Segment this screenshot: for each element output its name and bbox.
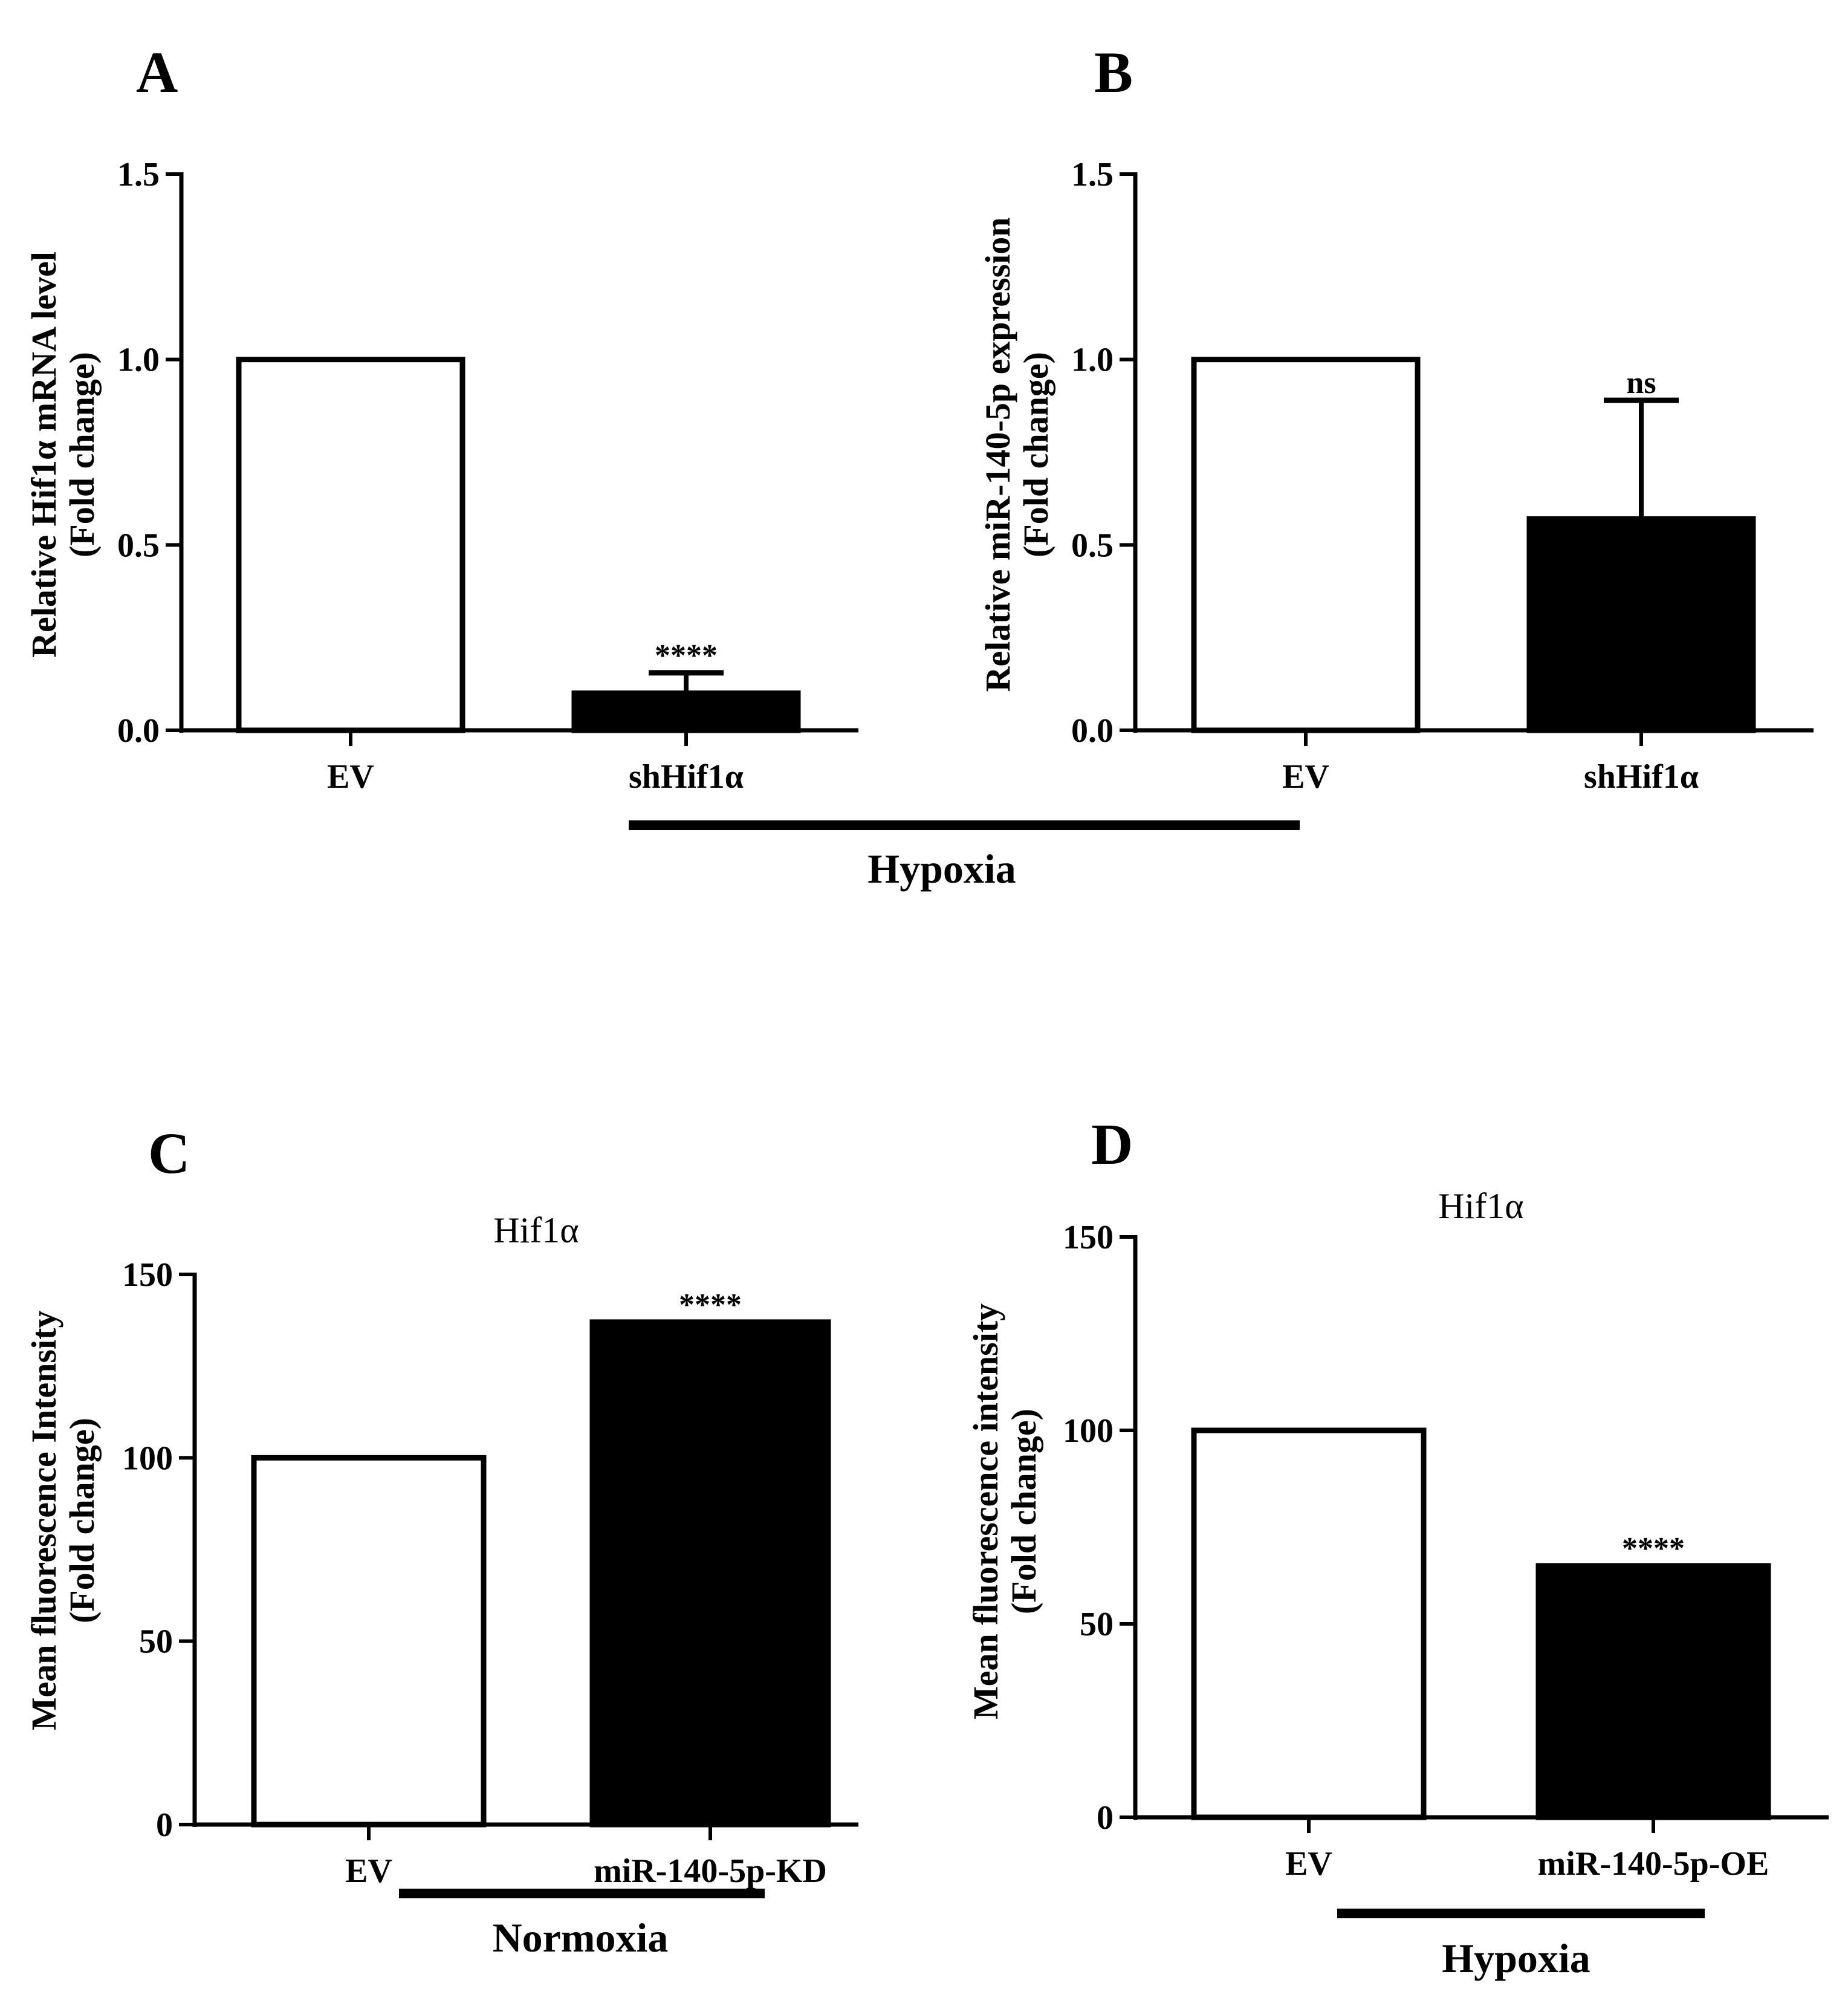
panel-a-plot: **** 0.0 0.5 1.0 1.5 EV shHif1α — [117, 156, 858, 796]
panel-a-bar-2 — [571, 690, 801, 733]
panel-a-y-tick-label: 1.0 — [117, 342, 160, 379]
hypoxia-condition-label-top: Hypoxia — [867, 846, 1016, 892]
panel-b-ylabel-line2: (Fold change) — [1016, 352, 1055, 557]
panel-c-y-tick-label: 150 — [122, 1256, 173, 1294]
panel-c-ylabel-line2: (Fold change) — [62, 1418, 102, 1623]
panel-b-bar-1 — [1191, 357, 1421, 733]
panel-b-letter: B — [1094, 40, 1133, 105]
panel-c-bar-1 — [251, 1455, 487, 1828]
panel-b-y-tick-label: 0.5 — [1071, 527, 1114, 564]
panel-d-ylabel-line1: Mean fluorescence intensity — [966, 1303, 1005, 1719]
panel-c: C Hif1α Mean fluorescence Intensity (Fol… — [24, 1121, 858, 1961]
panel-b-ylabel-line1: Relative miR-140-5p expression — [978, 217, 1017, 692]
panel-b-plot: ns 0.0 0.5 1.0 1.5 EV shHif1α — [1071, 156, 1814, 796]
hypoxia-condition-label-d: Hypoxia — [1442, 1935, 1590, 1981]
panel-c-y-tick-label: 0 — [156, 1806, 173, 1844]
panel-a-ylabel-line1: Relative Hif1α mRNA level — [24, 251, 63, 658]
panel-c-ylabel-line1: Mean fluorescence Intensity — [24, 1311, 63, 1731]
panel-d-y-tick-label: 50 — [1080, 1606, 1114, 1643]
normoxia-condition-label: Normoxia — [493, 1915, 669, 1961]
panel-b-significance-label: ns — [1626, 366, 1656, 400]
panel-a-letter: A — [136, 40, 178, 105]
panel-c-y-tick-label: 50 — [139, 1623, 173, 1661]
panel-a-y-tick-label: 0.5 — [117, 527, 160, 564]
panel-a: A Relative Hif1α mRNA level (Fold change… — [24, 40, 858, 796]
panel-c-letter: C — [148, 1121, 190, 1186]
panel-c-plot: **** 0 50 100 150 EV miR-140-5p-KD — [122, 1256, 858, 1890]
panel-d-x-tick-label: miR-140-5p-OE — [1538, 1845, 1769, 1883]
panel-b-y-tick-label: 1.0 — [1071, 342, 1114, 379]
panel-b-bar-2 — [1526, 516, 1756, 733]
panel-b: B Relative miR-140-5p expression (Fold c… — [978, 40, 1814, 796]
panel-b-x-tick-label: EV — [1282, 758, 1329, 796]
panel-b-y-tick-label: 0.0 — [1071, 712, 1114, 750]
panel-a-x-tick-label: shHif1α — [629, 758, 744, 796]
panel-a-y-tick-label: 1.5 — [117, 156, 160, 193]
panel-c-y-tick-label: 100 — [122, 1439, 173, 1477]
panel-d-bar-1 — [1191, 1427, 1427, 1820]
panel-d-title: Hif1α — [1438, 1186, 1523, 1226]
panel-a-bar-1 — [236, 357, 465, 733]
panel-d-y-tick-label: 0 — [1097, 1799, 1114, 1837]
panel-c-significance-label: **** — [679, 1288, 742, 1322]
panel-d-y-tick-label: 100 — [1063, 1412, 1114, 1450]
panel-b-x-tick-label: shHif1α — [1584, 758, 1699, 796]
panel-a-ylabel-line2: (Fold change) — [62, 352, 102, 557]
panel-d: D Hif1α Mean fluorescence intensity (Fol… — [966, 1112, 1829, 1981]
panel-a-x-tick-label: EV — [327, 758, 374, 796]
panel-d-y-tick-label: 150 — [1063, 1219, 1114, 1256]
panel-c-x-tick-label: EV — [345, 1852, 392, 1890]
panel-c-bar-2 — [589, 1319, 831, 1828]
panel-d-plot: **** 0 50 100 150 EV miR-140-5p-OE — [1063, 1219, 1829, 1883]
panel-d-bar-2 — [1535, 1563, 1771, 1820]
panel-c-x-tick-label: miR-140-5p-KD — [594, 1852, 827, 1890]
panel-a-significance-label: **** — [655, 638, 718, 673]
panel-d-significance-label: **** — [1622, 1531, 1685, 1566]
panel-c-title: Hif1α — [493, 1210, 579, 1250]
panel-d-x-tick-label: EV — [1285, 1845, 1332, 1883]
panel-b-y-tick-label: 1.5 — [1071, 156, 1114, 193]
panel-d-letter: D — [1091, 1112, 1133, 1176]
panel-d-ylabel-line2: (Fold change) — [1004, 1409, 1043, 1614]
panel-a-y-tick-label: 0.0 — [117, 712, 160, 750]
